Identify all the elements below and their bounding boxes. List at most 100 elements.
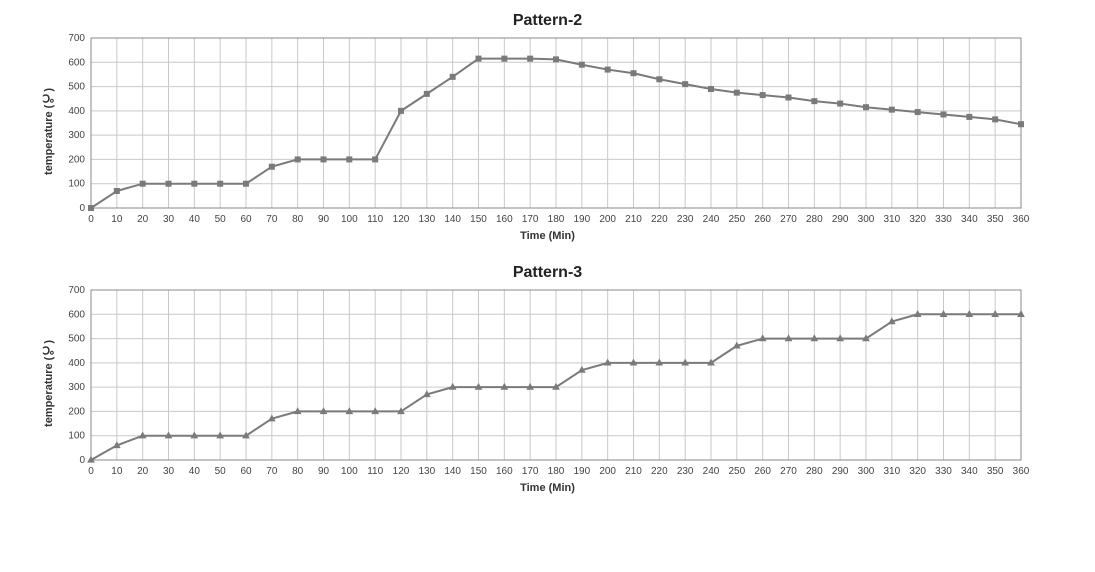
chart-block-pattern3: Pattern-3 temperature (℃) 01020304050607… [40, 264, 1055, 494]
svg-text:20: 20 [137, 466, 149, 477]
svg-text:320: 320 [909, 466, 926, 477]
svg-text:20: 20 [137, 214, 149, 225]
svg-text:320: 320 [909, 214, 926, 225]
svg-text:0: 0 [88, 466, 94, 477]
svg-text:190: 190 [573, 214, 590, 225]
svg-text:30: 30 [163, 466, 175, 477]
svg-text:140: 140 [444, 466, 461, 477]
svg-text:60: 60 [240, 214, 252, 225]
svg-text:260: 260 [754, 214, 771, 225]
svg-text:400: 400 [68, 106, 85, 117]
chart-spacer [40, 242, 1055, 260]
svg-text:160: 160 [496, 214, 513, 225]
svg-text:40: 40 [189, 466, 201, 477]
svg-text:90: 90 [318, 466, 330, 477]
svg-text:200: 200 [599, 214, 616, 225]
svg-text:340: 340 [961, 214, 978, 225]
svg-text:100: 100 [341, 214, 358, 225]
svg-text:300: 300 [858, 466, 875, 477]
svg-text:180: 180 [548, 466, 565, 477]
svg-text:300: 300 [68, 130, 85, 141]
svg-text:200: 200 [599, 466, 616, 477]
svg-text:200: 200 [68, 406, 85, 417]
svg-text:310: 310 [883, 214, 900, 225]
svg-text:10: 10 [111, 466, 123, 477]
svg-text:310: 310 [883, 466, 900, 477]
page-root: Pattern-2 temperature (℃) 0 10 20 30 40 50 60 7… [0, 0, 1095, 572]
svg-text:60: 60 [240, 466, 252, 477]
x-axis-label-pattern3: Time (Min) [40, 482, 1055, 494]
svg-text:120: 120 [393, 214, 410, 225]
svg-text:100: 100 [341, 466, 358, 477]
svg-text:0: 0 [79, 203, 85, 214]
svg-text:290: 290 [832, 466, 849, 477]
svg-text:120: 120 [393, 466, 410, 477]
svg-text:100: 100 [68, 431, 85, 442]
svg-text:240: 240 [703, 214, 720, 225]
svg-text:360: 360 [1013, 214, 1030, 225]
svg-text:290: 290 [832, 214, 849, 225]
svg-text:100: 100 [68, 179, 85, 190]
svg-text:190: 190 [573, 466, 590, 477]
svg-text:330: 330 [935, 466, 952, 477]
svg-text:230: 230 [677, 214, 694, 225]
svg-text:140: 140 [444, 214, 461, 225]
svg-text:160: 160 [496, 466, 513, 477]
svg-text:70: 70 [266, 466, 278, 477]
svg-text:170: 170 [522, 466, 539, 477]
svg-text:50: 50 [215, 214, 227, 225]
svg-text:300: 300 [68, 382, 85, 393]
y-axis-label-pattern3: temperature (℃) [40, 340, 57, 427]
svg-text:110: 110 [367, 214, 383, 225]
svg-text:210: 210 [625, 214, 642, 225]
svg-text:360: 360 [1013, 466, 1030, 477]
svg-text:0: 0 [88, 214, 94, 225]
svg-text:130: 130 [418, 466, 435, 477]
svg-text:600: 600 [68, 57, 85, 68]
svg-text:80: 80 [292, 466, 304, 477]
svg-text:270: 270 [780, 214, 797, 225]
x-axis-label-pattern2: Time (Min) [40, 230, 1055, 242]
svg-text:500: 500 [68, 82, 85, 93]
svg-text:0: 0 [79, 455, 85, 466]
svg-text:220: 220 [651, 466, 668, 477]
svg-text:130: 130 [418, 214, 435, 225]
svg-text:210: 210 [625, 466, 642, 477]
svg-text:270: 270 [780, 466, 797, 477]
svg-text:150: 150 [470, 214, 487, 225]
chart-wrap-pattern2: temperature (℃) 010203040506070809010011… [40, 32, 1055, 230]
chart-wrap-pattern3: temperature (℃) 010203040506070809010011… [40, 284, 1055, 482]
svg-text:350: 350 [987, 214, 1004, 225]
svg-text:240: 240 [703, 466, 720, 477]
svg-text:90: 90 [318, 214, 330, 225]
svg-text:300: 300 [858, 214, 875, 225]
svg-text:400: 400 [68, 358, 85, 369]
svg-text:280: 280 [806, 466, 823, 477]
y-axis-label-pattern2: temperature (℃) [40, 88, 57, 175]
svg-text:700: 700 [68, 33, 85, 44]
svg-text:340: 340 [961, 466, 978, 477]
svg-text:150: 150 [470, 466, 487, 477]
svg-text:30: 30 [163, 214, 175, 225]
svg-text:170: 170 [522, 214, 539, 225]
chart-block-pattern2: Pattern-2 temperature (℃) 0 10 20 30 40 50 60 7… [40, 12, 1055, 242]
svg-text:350: 350 [987, 466, 1004, 477]
svg-text:200: 200 [68, 154, 85, 165]
svg-text:220: 220 [651, 214, 668, 225]
svg-text:600: 600 [68, 309, 85, 320]
svg-text:40: 40 [189, 214, 201, 225]
chart-svg-pattern3: 0102030405060708090100110120130140150160… [57, 284, 1031, 482]
svg-text:80: 80 [292, 214, 304, 225]
svg-text:260: 260 [754, 466, 771, 477]
svg-text:250: 250 [728, 214, 745, 225]
svg-text:230: 230 [677, 466, 694, 477]
chart-title-pattern3: Pattern-3 [40, 264, 1055, 282]
chart-svg-pattern2: 0102030405060708090100110120130140150160… [57, 32, 1031, 230]
svg-text:280: 280 [806, 214, 823, 225]
svg-text:330: 330 [935, 214, 952, 225]
svg-text:10: 10 [111, 214, 123, 225]
svg-text:110: 110 [367, 466, 383, 477]
svg-text:250: 250 [728, 466, 745, 477]
chart-title-pattern2: Pattern-2 [40, 12, 1055, 30]
svg-text:700: 700 [68, 285, 85, 296]
